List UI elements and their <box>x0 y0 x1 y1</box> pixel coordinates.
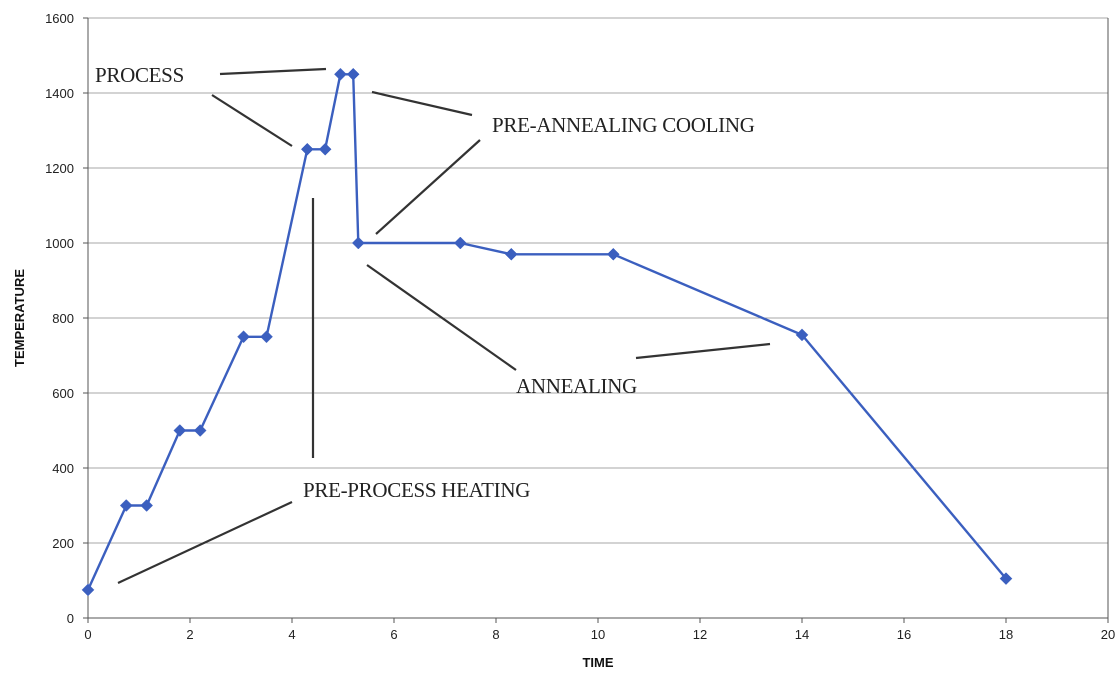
y-tick-label: 600 <box>52 386 74 401</box>
x-tick-label: 6 <box>390 627 397 642</box>
data-point-marker <box>119 499 133 512</box>
data-point-marker <box>351 236 365 250</box>
y-tick-label: 400 <box>52 461 74 476</box>
x-tick-label: 14 <box>795 627 809 642</box>
series-temperature <box>81 67 1013 597</box>
x-tick-label: 8 <box>492 627 499 642</box>
x-tick-label: 10 <box>591 627 605 642</box>
annealing-leader-line-1 <box>366 264 517 371</box>
y-tick-label: 800 <box>52 311 74 326</box>
y-tick-label: 0 <box>67 611 74 626</box>
x-tick-label: 0 <box>84 627 91 642</box>
data-point-marker <box>346 67 360 81</box>
x-axis-title: TIME <box>582 655 613 670</box>
annealing-leader-line-2 <box>635 342 771 360</box>
y-tick-labels: 0 200 400 600 800 1000 1200 1400 1600 <box>45 11 88 626</box>
x-tick-label: 16 <box>897 627 911 642</box>
y-tick-label: 200 <box>52 536 74 551</box>
x-tick-labels: 0 2 4 6 8 10 12 14 16 18 20 <box>84 618 1115 642</box>
x-tick-label: 18 <box>999 627 1013 642</box>
data-point-marker <box>318 142 332 156</box>
y-tick-label: 1400 <box>45 86 74 101</box>
y-tick-label: 1600 <box>45 11 74 26</box>
annotation-pre-process-heating: PRE-PROCESS HEATING <box>303 478 530 502</box>
data-point-marker <box>193 424 207 437</box>
data-point-marker <box>260 330 273 344</box>
data-point-marker <box>300 142 314 156</box>
data-point-marker <box>81 583 95 597</box>
gridlines <box>88 17 1108 544</box>
data-point-marker <box>453 236 467 250</box>
annotation-annealing: ANNEALING <box>516 374 637 398</box>
data-point-marker <box>237 330 250 344</box>
x-tick-label: 4 <box>288 627 295 642</box>
annotation-process: PROCESS <box>95 63 184 87</box>
annotations: PROCESS PRE-ANNEALING COOLING ANNEALING … <box>95 63 771 584</box>
data-point-marker <box>504 247 518 261</box>
pre-annealing-cooling-leader-line-1 <box>371 90 473 117</box>
data-point-marker <box>334 67 347 81</box>
data-point-marker <box>999 572 1013 585</box>
x-tick-label: 2 <box>186 627 193 642</box>
data-point-marker <box>173 424 187 437</box>
annotation-pre-annealing-cooling: PRE-ANNEALING COOLING <box>492 113 755 137</box>
data-point-marker <box>795 328 809 342</box>
process-leader-line-1 <box>219 67 327 76</box>
process-leader-line-2 <box>211 94 293 147</box>
data-point-marker <box>606 247 620 261</box>
series-line <box>86 73 1007 591</box>
data-point-marker <box>140 499 154 512</box>
x-tick-label: 12 <box>693 627 707 642</box>
pre-annealing-cooling-leader-line-2 <box>375 139 481 235</box>
y-tick-label: 1200 <box>45 161 74 176</box>
pre-process-heating-leader-line-2 <box>117 501 293 584</box>
x-tick-label: 20 <box>1101 627 1115 642</box>
y-axis-title: TEMPERATURE <box>12 269 27 367</box>
y-tick-label: 1000 <box>45 236 74 251</box>
